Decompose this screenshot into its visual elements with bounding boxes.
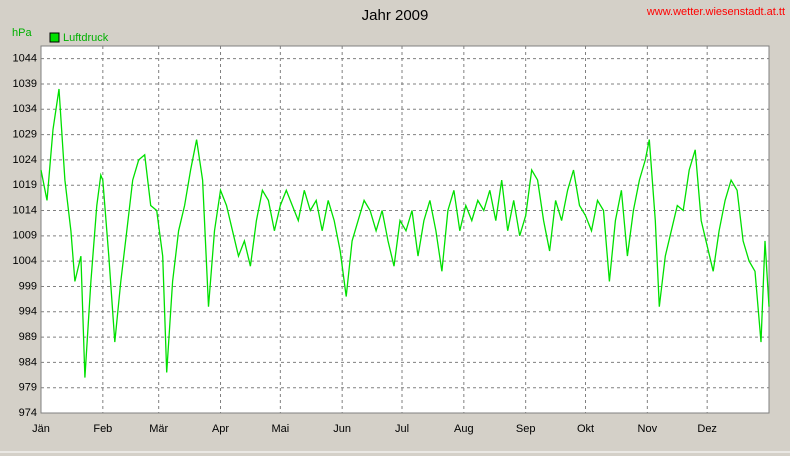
y-tick-label: 984 (19, 356, 37, 368)
y-tick-label: 1039 (13, 78, 37, 90)
y-tick-label: 1019 (13, 179, 37, 191)
y-tick-label: 1029 (13, 128, 37, 140)
legend-label: Luftdruck (63, 32, 109, 44)
y-tick-label: 1044 (13, 53, 37, 65)
x-tick-label: Jän (32, 423, 50, 435)
legend-swatch (49, 32, 60, 43)
x-tick-label: Okt (577, 423, 594, 435)
x-tick-label: Jun (333, 423, 351, 435)
x-tick-label: Mai (271, 423, 289, 435)
y-tick-label: 994 (19, 306, 37, 318)
y-tick-label: 989 (19, 331, 37, 343)
x-tick-label: Sep (516, 423, 536, 435)
x-tick-label: Dez (697, 423, 717, 435)
y-tick-label: 1034 (13, 103, 37, 115)
y-tick-label: 974 (19, 407, 37, 419)
y-tick-label: 979 (19, 382, 37, 394)
x-tick-label: Feb (93, 423, 112, 435)
y-axis-label: hPa (12, 27, 32, 39)
y-tick-label: 1014 (13, 204, 37, 216)
chart-title: Jahr 2009 (362, 7, 429, 24)
x-tick-label: Jul (395, 423, 409, 435)
x-tick-label: Mär (149, 423, 168, 435)
y-tick-label: 1004 (13, 255, 37, 267)
x-tick-label: Apr (212, 423, 229, 435)
x-tick-label: Nov (638, 423, 658, 435)
y-tick-label: 1024 (13, 154, 37, 166)
source: www.wetter.wiesenstadt.at.tt (646, 6, 785, 18)
data-line (40, 88, 770, 378)
y-tick-label: 1009 (13, 230, 37, 242)
x-tick-label: Aug (454, 423, 474, 435)
y-tick-label: 999 (19, 280, 37, 292)
